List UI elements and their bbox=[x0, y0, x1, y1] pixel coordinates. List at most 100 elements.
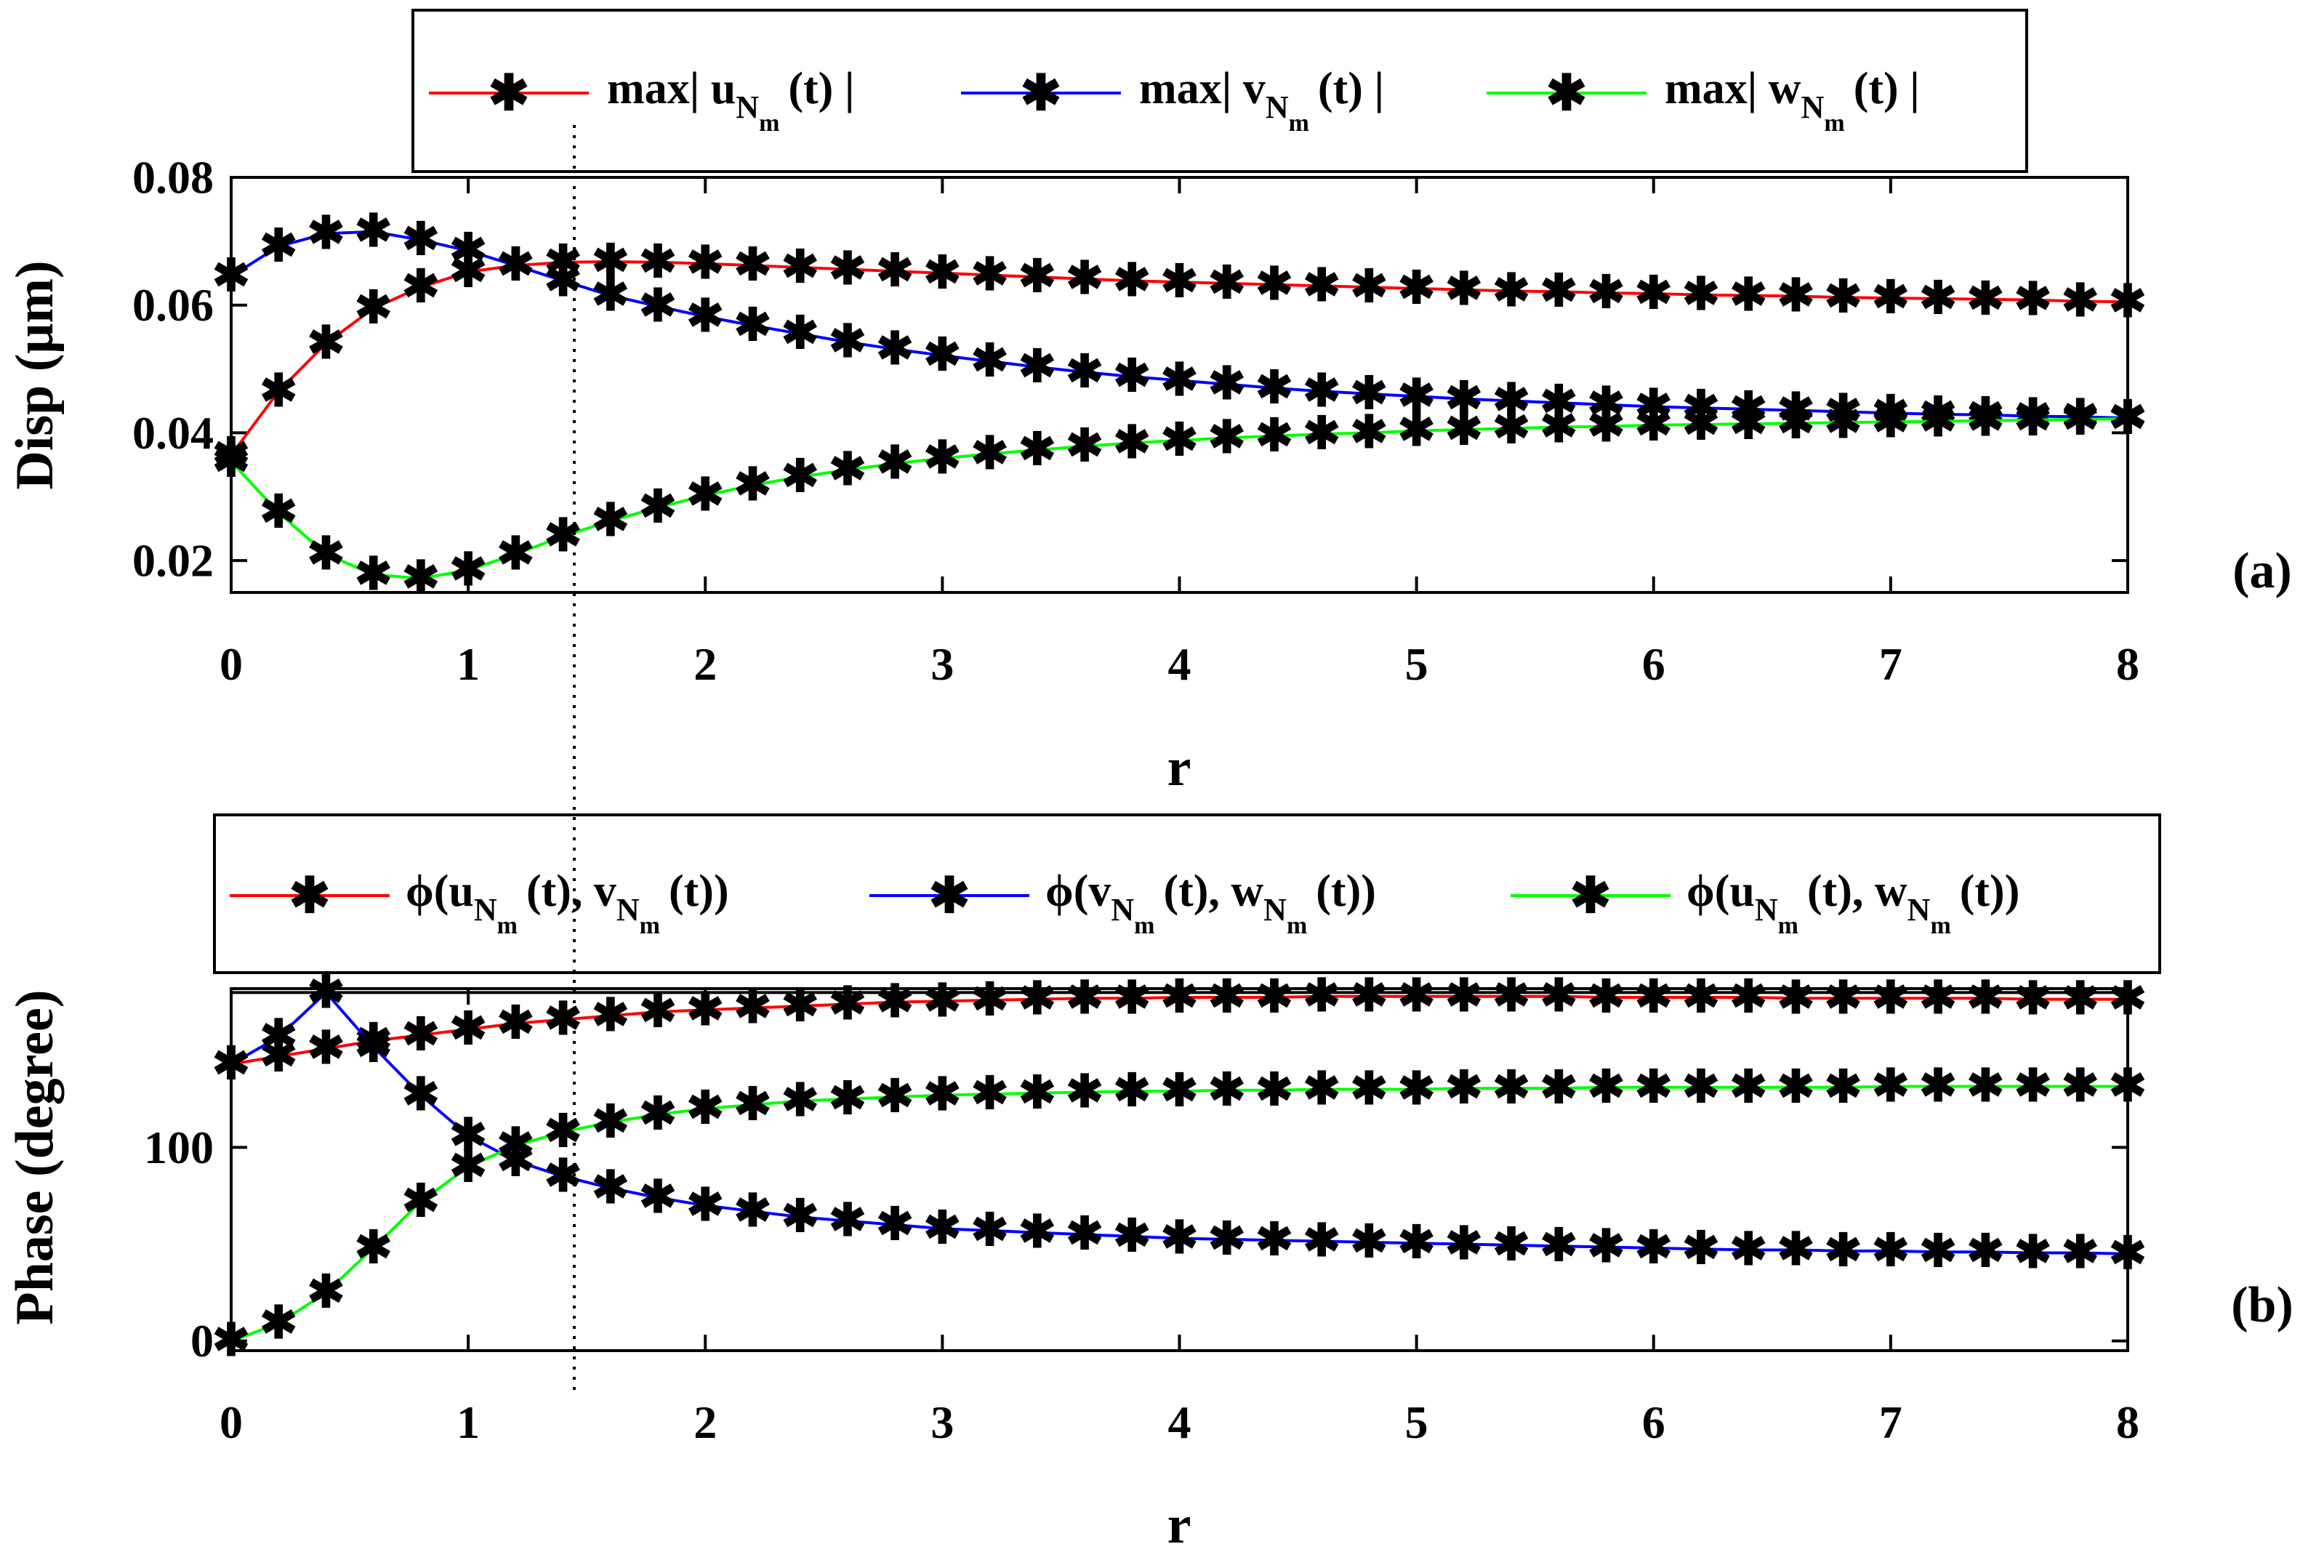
panel-a-series-1-point: ✱ bbox=[971, 250, 1009, 299]
panel-b-series-3-point: ✱ bbox=[1966, 1061, 2004, 1111]
panel-a-series-2-point: ✱ bbox=[876, 324, 914, 374]
panel-b-series-2-point: ✱ bbox=[1398, 1218, 1436, 1268]
panel-b-xtick-label: 3 bbox=[930, 1396, 954, 1448]
panel-a-series-3-point: ✱ bbox=[1492, 403, 1530, 453]
panel-a-series-3-point: ✱ bbox=[686, 470, 724, 520]
panel-b-series-3-point: ✱ bbox=[449, 1142, 487, 1191]
panel-b-series-3-point: ✱ bbox=[1350, 1064, 1388, 1114]
panel-b-series-2-point: ✱ bbox=[1113, 1212, 1151, 1261]
panel-b-ytick-label: 100 bbox=[144, 1122, 214, 1173]
panel-b-series-1-point: ✱ bbox=[1777, 973, 1814, 1023]
panel-b-series-1-point: ✱ bbox=[402, 1010, 440, 1060]
panel-a-xtick-label: 5 bbox=[1405, 638, 1428, 690]
panel-b-series-3-point: ✱ bbox=[1540, 1064, 1577, 1113]
panel-b-series-1-point: ✱ bbox=[592, 991, 630, 1040]
panel-a-xtick-label: 7 bbox=[1879, 638, 1902, 690]
panel-a-series-3-point: ✱ bbox=[449, 545, 487, 595]
panel-a-series-3-point: ✱ bbox=[639, 483, 677, 532]
panel-a-xlabel: r bbox=[1167, 738, 1191, 797]
legend-entry-label: ϕ(uNm(t), wNm(t)) bbox=[1686, 867, 2019, 939]
panel-b-series-3-point: ✱ bbox=[686, 1084, 724, 1133]
panel-b-series-3-point: ✱ bbox=[829, 1074, 867, 1124]
panel-b-ytick-label: 0 bbox=[190, 1315, 214, 1367]
panel-b-series-3-point: ✱ bbox=[1635, 1063, 1673, 1112]
panel-a-series-2-point: ✱ bbox=[1208, 360, 1246, 409]
panel-b-series-3-point: ✱ bbox=[402, 1177, 440, 1226]
panel-a-series-1-point: ✱ bbox=[1350, 262, 1388, 312]
panel-a-series-3-point: ✱ bbox=[355, 550, 393, 599]
panel-a-xtick-label: 3 bbox=[930, 638, 954, 690]
panel-a-series-1-point: ✱ bbox=[2062, 276, 2099, 326]
panel-a-series-3-point: ✱ bbox=[592, 496, 630, 546]
panel-a-ytick-label: 0.06 bbox=[132, 279, 214, 331]
panel-b-series-2-point: ✱ bbox=[1018, 1208, 1056, 1258]
panel-a-series-3-point: ✱ bbox=[876, 439, 914, 489]
legend-swatch-marker: ✱ bbox=[289, 868, 331, 923]
panel-b-ylabel: Phase (degree) bbox=[5, 990, 65, 1325]
panel-b-series-1-point: ✱ bbox=[1588, 973, 1625, 1022]
panel-a-series-2-point: ✱ bbox=[1445, 374, 1483, 424]
panel-b-series-3-point: ✱ bbox=[1588, 1063, 1625, 1112]
panel-a-xtick-label: 0 bbox=[220, 638, 243, 690]
panel-a-series-3-point: ✱ bbox=[1872, 397, 1910, 446]
panel-b-series-3-point: ✱ bbox=[1445, 1064, 1483, 1113]
panel-b-xtick-label: 6 bbox=[1642, 1396, 1665, 1448]
panel-a-series-1-line bbox=[230, 260, 2128, 457]
panel-a-series-2-point: ✱ bbox=[1966, 390, 2004, 440]
panel-b-series-2-point: ✱ bbox=[260, 1013, 297, 1062]
panel-b-series-2-point: ✱ bbox=[639, 1173, 677, 1223]
panel-a-series-3-point: ✱ bbox=[496, 529, 534, 579]
panel-b-series-2-point: ✱ bbox=[402, 1070, 440, 1119]
panel-b-legend: ✱ ϕ(uNm(t), vNm(t)) ✱ ϕ(vNm(t), wNm(t)) … bbox=[213, 813, 2161, 974]
panel-b-series-3-point: ✱ bbox=[639, 1090, 677, 1139]
panel-a-series-3-line bbox=[230, 417, 2128, 580]
panel-b-series-2-point: ✱ bbox=[876, 1200, 914, 1250]
panel-a-series-1-point: ✱ bbox=[592, 237, 630, 286]
panel-b-series-1-point: ✱ bbox=[1445, 972, 1483, 1021]
panel-b-tag: (b) bbox=[2231, 1277, 2293, 1333]
panel-b-series-1-point: ✱ bbox=[1208, 973, 1246, 1022]
panel-a-series-3-point: ✱ bbox=[1919, 397, 1957, 446]
panel-b-series-1-line bbox=[230, 994, 2128, 1066]
panel-b-series-1-point: ✱ bbox=[1919, 973, 1957, 1023]
panel-a-series-1-point: ✱ bbox=[1066, 254, 1103, 304]
panel-a-series-3-point: ✱ bbox=[1066, 422, 1103, 471]
panel-a-series-3-point: ✱ bbox=[1825, 398, 1862, 447]
panel-a-series-1-point: ✱ bbox=[1777, 271, 1814, 321]
panel-a-series-3-point: ✱ bbox=[781, 452, 819, 502]
panel-a-series-3-point: ✱ bbox=[733, 460, 771, 510]
panel-a-series-1-point: ✱ bbox=[686, 239, 724, 289]
panel-b-series-3-point: ✱ bbox=[1777, 1063, 1814, 1112]
panel-a-ytick-label: 0.08 bbox=[132, 152, 214, 204]
panel-b-series-3-point: ✱ bbox=[1161, 1066, 1199, 1116]
panel-b-series-3-point: ✱ bbox=[1255, 1066, 1293, 1115]
panel-b-series-1-point: ✱ bbox=[496, 999, 534, 1048]
panel-b-series-1-point: ✱ bbox=[781, 981, 819, 1031]
panel-a-legend-box bbox=[411, 9, 2028, 173]
panel-b-series-3-point: ✱ bbox=[971, 1069, 1009, 1119]
panel-b-series-3-line bbox=[230, 1085, 2128, 1343]
panel-b-series-2-point: ✱ bbox=[1350, 1218, 1388, 1267]
panel-b-series-2-point: ✱ bbox=[355, 1022, 393, 1072]
panel-b-series-1-point: ✱ bbox=[1540, 972, 1577, 1021]
panel-a-series-1-point: ✱ bbox=[1113, 256, 1151, 305]
panel-b-series-3-point: ✱ bbox=[212, 1316, 250, 1366]
panel-a-legend-entry-3: ✱ max| wNm(t) | bbox=[1487, 64, 1920, 137]
panel-b-series-1-point: ✱ bbox=[1018, 975, 1056, 1024]
panel-b-series-1-point: ✱ bbox=[1492, 972, 1530, 1021]
panel-a-series-3-point: ✱ bbox=[1398, 406, 1436, 456]
panel-a-series-2-point: ✱ bbox=[1635, 382, 1673, 431]
panel-b-series-3-point: ✱ bbox=[781, 1076, 819, 1125]
panel-a-series-3-point: ✱ bbox=[1777, 398, 1814, 448]
panel-a-series-1-point: ✱ bbox=[2109, 277, 2147, 326]
panel-a-series-2-point: ✱ bbox=[1540, 378, 1577, 427]
panel-b-series-2-point: ✱ bbox=[1540, 1221, 1577, 1271]
panel-a-series-1-point: ✱ bbox=[355, 284, 393, 333]
panel-a-series-2-point: ✱ bbox=[260, 222, 297, 271]
panel-a-series-2-point: ✱ bbox=[402, 215, 440, 265]
panel-b-series-3-point: ✱ bbox=[1872, 1061, 1910, 1111]
panel-a-series-3-point: ✱ bbox=[307, 529, 345, 579]
panel-a-series-1-point: ✱ bbox=[2014, 276, 2052, 325]
